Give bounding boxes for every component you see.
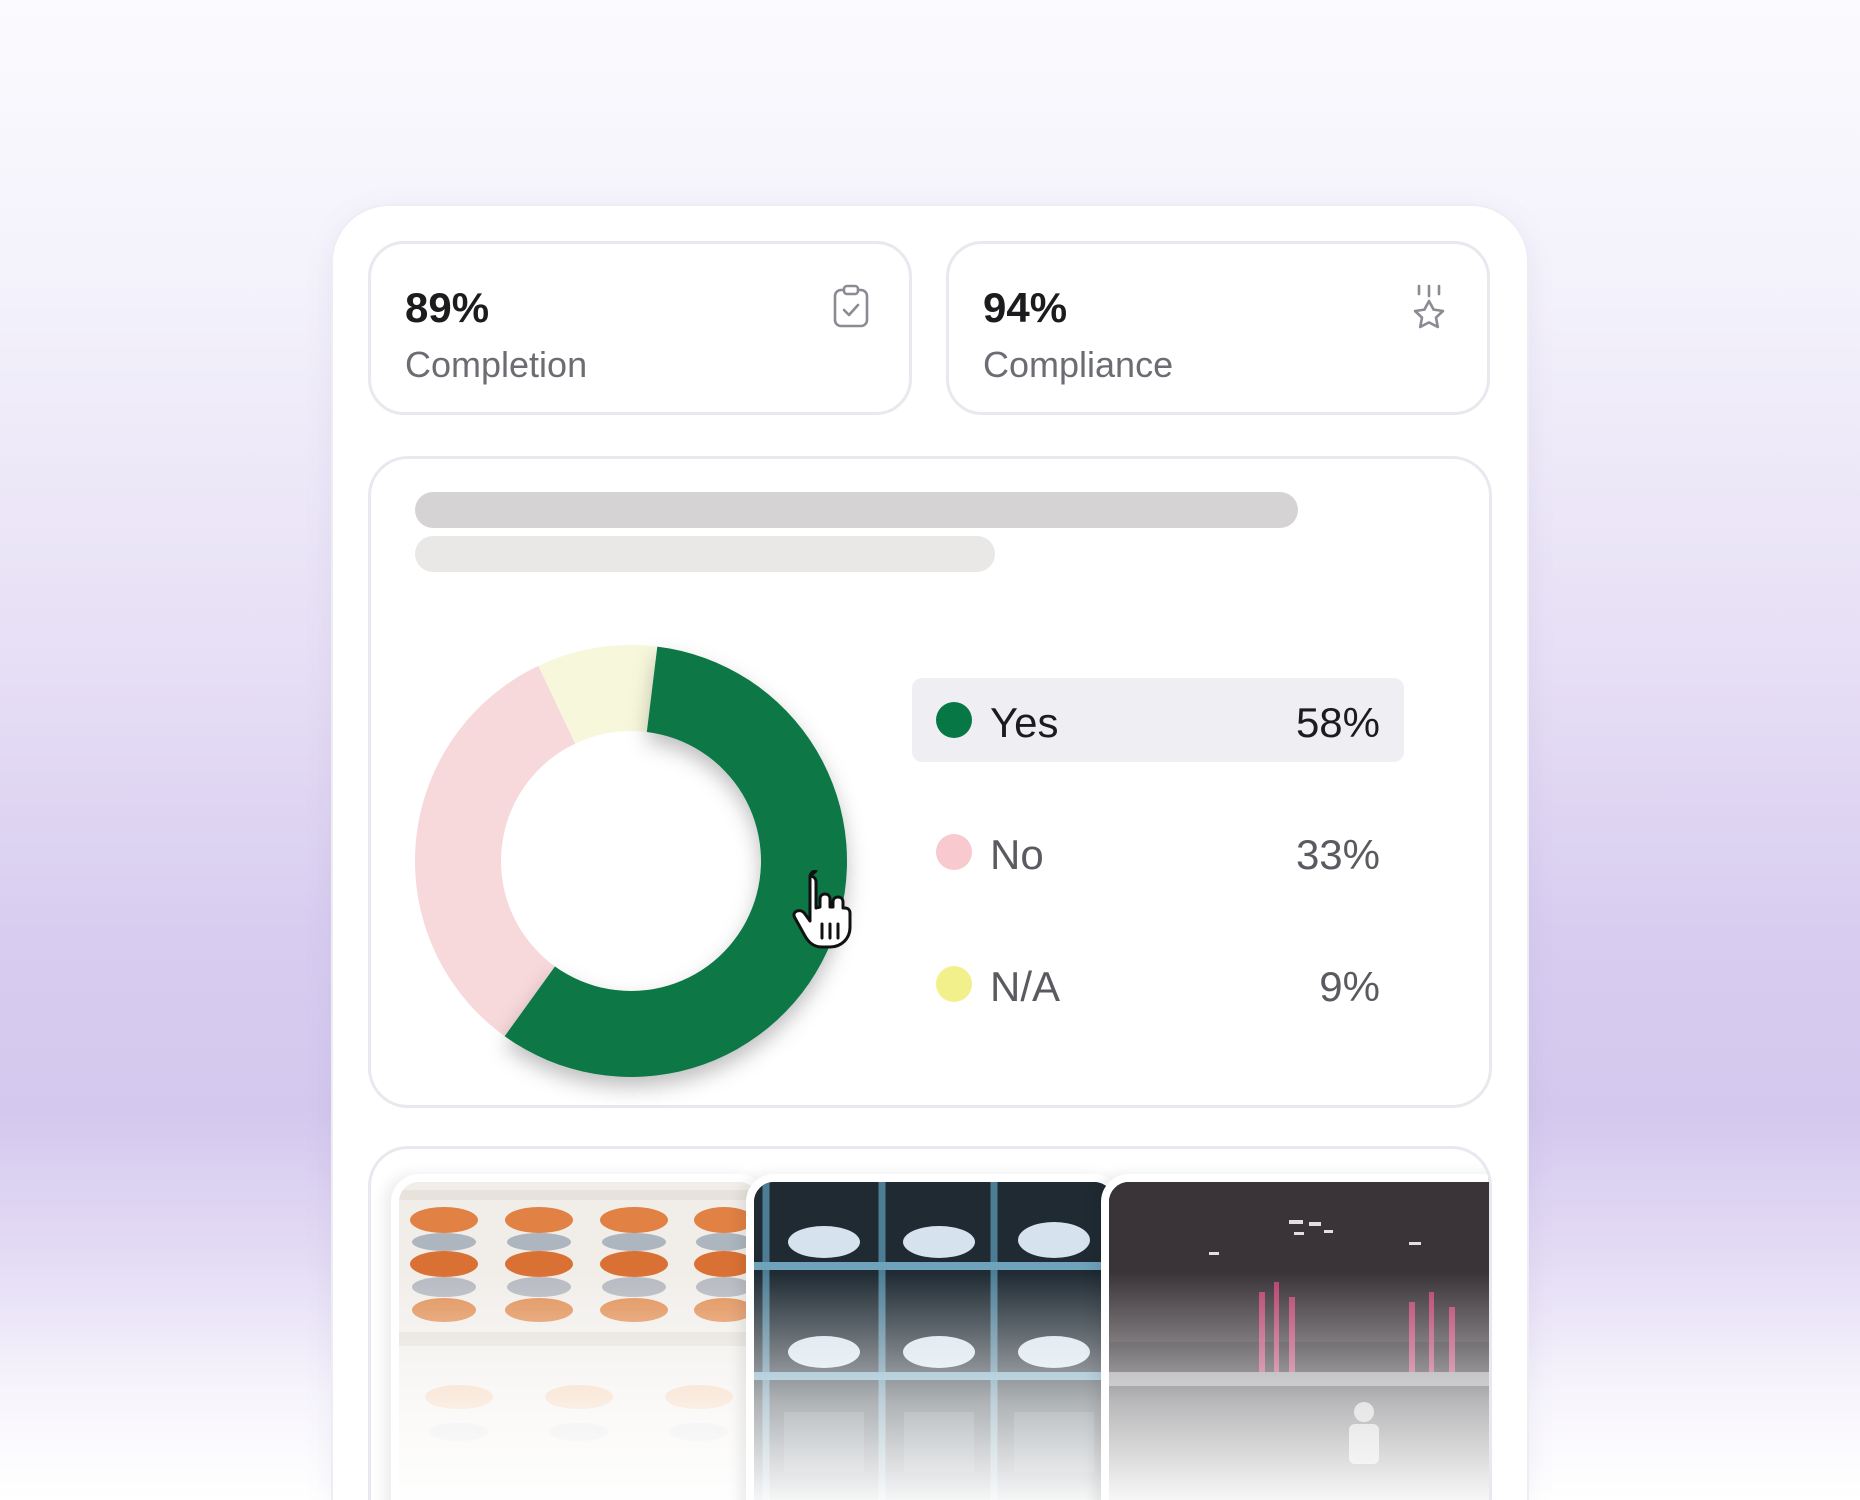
legend-value-no: 33% <box>1295 831 1380 878</box>
compliance-stat-card[interactable]: 94% Compliance <box>946 241 1490 415</box>
award-star-icon <box>1413 284 1445 329</box>
title-skeleton <box>415 492 1298 528</box>
yes-dot-icon <box>936 702 972 738</box>
donut-slice-yes[interactable] <box>504 646 847 1077</box>
sneaker-display-case-photo[interactable] <box>746 1174 1122 1500</box>
completion-label: Completion <box>405 344 588 385</box>
yes-no-chart-card: Yes 58% No 33% N/A 9% <box>368 456 1492 1108</box>
subtitle-skeleton <box>415 536 995 572</box>
hand-pointer-cursor-icon <box>792 870 852 949</box>
completion-stat-card[interactable]: 89% Completion <box>368 241 912 415</box>
legend-item-na[interactable]: N/A 9% <box>912 942 1404 1026</box>
donut-chart <box>415 645 847 1077</box>
legend-label-na: N/A <box>990 963 1061 1010</box>
donut-slice-na[interactable] <box>538 645 658 744</box>
compliance-value: 94% <box>983 284 1068 331</box>
dashboard-panel: 89% Completion 94% Compliance <box>333 206 1527 1500</box>
store-interior-photo[interactable] <box>1101 1174 1489 1500</box>
no-dot-icon <box>936 834 972 870</box>
completion-value: 89% <box>405 284 490 331</box>
legend-value-na: 9% <box>1319 963 1380 1010</box>
na-dot-icon <box>936 966 972 1002</box>
legend-item-no[interactable]: No 33% <box>912 810 1404 894</box>
photo-gallery-card <box>368 1146 1492 1500</box>
legend-label-no: No <box>990 831 1044 878</box>
clipboard-check-icon <box>833 284 869 328</box>
legend-item-yes[interactable]: Yes 58% <box>912 678 1404 762</box>
legend-value-yes: 58% <box>1295 699 1380 746</box>
donut-slice-no[interactable] <box>415 665 576 1037</box>
sneaker-wall-photo[interactable] <box>391 1174 767 1500</box>
compliance-label: Compliance <box>983 344 1174 385</box>
legend-label-yes: Yes <box>990 699 1059 746</box>
